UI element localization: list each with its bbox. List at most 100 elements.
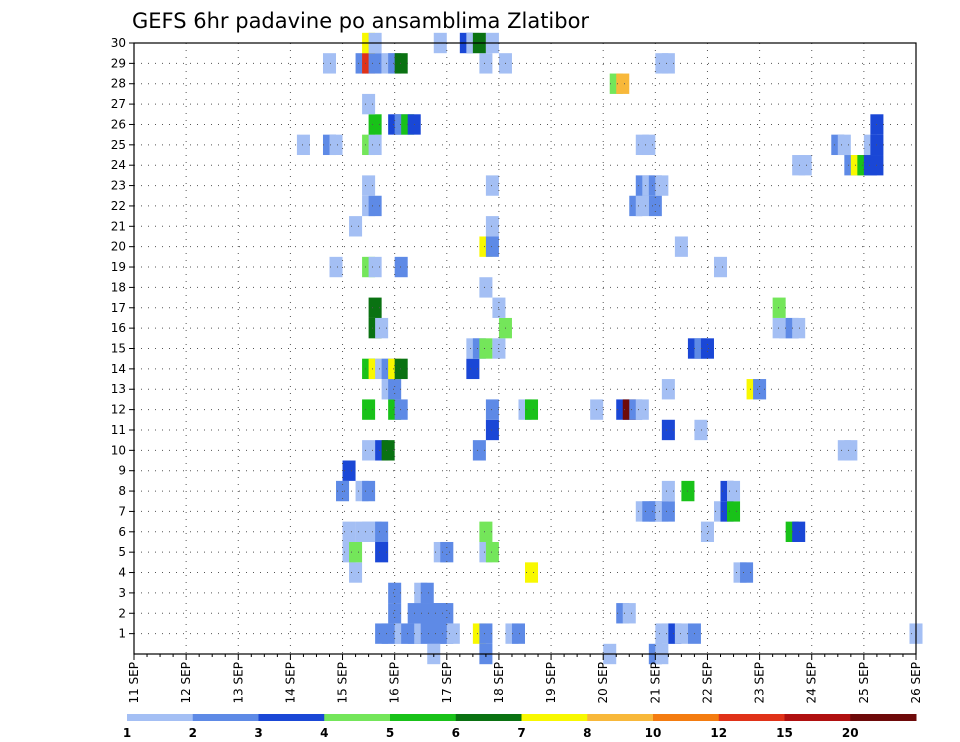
colorbar-label: 4: [320, 726, 328, 740]
colorbar-label: 10: [645, 726, 662, 740]
y-tick-label: 24: [111, 158, 126, 172]
heatmap-cell: [329, 134, 343, 156]
colorbar-label: 2: [189, 726, 197, 740]
x-axis: 11 SEP 12 SEP 13 SEP 14 SEP 15 SEP 16 SEP 17 S…: [127, 654, 923, 704]
x-tick-label: 19 SEP: [544, 662, 558, 704]
heatmap-cell: [648, 195, 662, 217]
grid-lines: [133, 43, 917, 654]
y-tick-label: 8: [118, 484, 126, 498]
y-tick-label: 6: [118, 525, 126, 539]
heatmap-cell: [368, 256, 382, 278]
heatmap-cell: [635, 399, 649, 420]
heatmap-cell: [440, 603, 454, 624]
x-tick-label: 23 SEP: [753, 662, 767, 704]
heatmap-cell: [837, 134, 851, 156]
heatmap-cell: [368, 134, 382, 156]
heatmap-cell: [472, 440, 486, 461]
heatmap-cell: [661, 53, 675, 74]
heatmap-cell: [440, 541, 454, 563]
heatmap-cell: [479, 521, 493, 542]
heatmap-cell: [511, 623, 525, 644]
heatmap-cell: [485, 399, 499, 420]
y-tick-label: 7: [118, 504, 126, 518]
colorbar-label: 1: [123, 726, 131, 740]
colorbar-label: 20: [842, 726, 859, 740]
x-tick-label: 24 SEP: [805, 662, 819, 704]
heatmap-cell: [661, 480, 675, 502]
heatmap-cell: [485, 419, 499, 441]
y-tick-label: 29: [111, 56, 126, 70]
heatmap-cell: [661, 419, 675, 441]
heatmap-cell: [525, 399, 539, 420]
heatmap-cell: [446, 623, 460, 644]
y-tick-label: 20: [111, 240, 126, 254]
heatmap-cell: [485, 541, 499, 563]
x-tick-label: 14 SEP: [283, 662, 297, 704]
y-tick-label: 5: [118, 545, 126, 559]
heatmap-cell: [296, 134, 310, 156]
x-tick-label: 15 SEP: [336, 662, 350, 704]
x-tick-label: 16 SEP: [388, 662, 402, 704]
heatmap-cell: [388, 379, 402, 400]
colorbar-swatch: [455, 714, 522, 721]
colorbar-swatch: [850, 714, 917, 721]
heatmap-cell: [479, 623, 493, 644]
y-tick-label: 16: [111, 321, 126, 335]
heatmap-cell: [700, 338, 714, 359]
y-tick-label: 27: [111, 97, 126, 111]
heatmap-cell: [381, 623, 395, 644]
x-tick-label: 18 SEP: [492, 662, 506, 704]
heatmap-cell: [622, 603, 636, 624]
colorbar-label: 12: [710, 726, 727, 740]
x-tick-label: 12 SEP: [179, 662, 193, 704]
colorbar-swatch: [324, 714, 391, 721]
heatmap-cell: [674, 623, 688, 644]
heatmap-cell: [727, 501, 741, 522]
heatmap-cells: [296, 32, 923, 665]
heatmap-cell: [420, 582, 434, 604]
colorbar-swatch: [127, 714, 194, 721]
y-tick-label: 19: [111, 260, 126, 274]
colorbar-label: 15: [776, 726, 793, 740]
heatmap-cell: [798, 155, 812, 176]
heatmap-cell: [479, 53, 493, 74]
heatmap-cell: [381, 440, 395, 461]
heatmap-cell: [792, 521, 806, 542]
colorbar-swatch: [718, 714, 785, 721]
heatmap-cell: [375, 521, 389, 542]
heatmap-cell: [375, 317, 389, 339]
heatmap-cell: [362, 480, 376, 502]
colorbar-swatch: [784, 714, 851, 721]
x-tick-label: 17 SEP: [440, 662, 454, 704]
heatmap-cell: [694, 419, 708, 441]
y-tick-label: 4: [118, 566, 126, 580]
heatmap-cell: [375, 541, 389, 563]
x-tick-label: 26 SEP: [909, 662, 923, 704]
y-tick-label: 21: [111, 219, 126, 233]
y-tick-label: 13: [111, 382, 126, 396]
heatmap-cell: [740, 562, 754, 583]
y-tick-label: 2: [118, 606, 126, 620]
colorbar-swatch: [390, 714, 457, 721]
heatmap-cell: [485, 236, 499, 257]
heatmap-cell: [772, 297, 786, 318]
heatmap-cell: [322, 53, 337, 74]
y-tick-label: 23: [111, 179, 126, 193]
y-tick-label: 15: [111, 342, 126, 356]
colorbar-swatch: [521, 714, 588, 721]
heatmap-cell: [362, 399, 376, 420]
y-tick-label: 25: [111, 138, 126, 152]
x-tick-label: 13 SEP: [231, 662, 245, 704]
y-tick-label: 14: [111, 362, 126, 376]
heatmap-cell: [394, 399, 408, 420]
heatmap-cell: [753, 379, 767, 400]
y-axis: 1234567891011121314151617181920212223242…: [111, 36, 134, 641]
heatmap-cell: [661, 379, 675, 400]
heatmap-cell: [479, 277, 493, 298]
heatmap-cell: [485, 216, 499, 237]
colorbar-swatch: [587, 714, 654, 721]
x-tick-label: 20 SEP: [596, 662, 610, 704]
heatmap-cell: [466, 358, 480, 380]
x-tick-label: 25 SEP: [857, 662, 871, 704]
